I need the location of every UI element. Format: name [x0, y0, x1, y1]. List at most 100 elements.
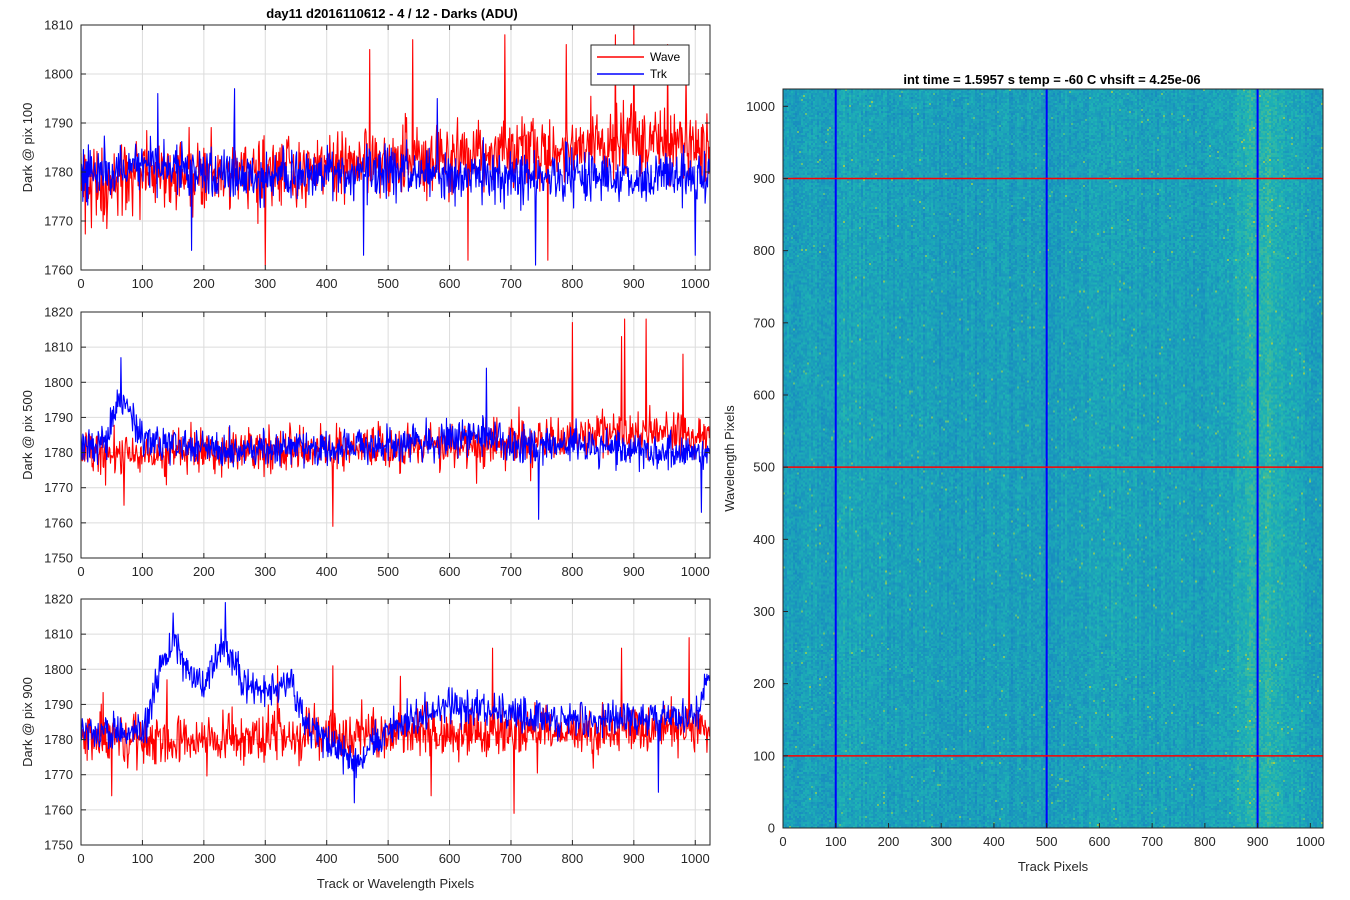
x-tick-label: 800: [562, 851, 584, 866]
x-tick-label: 800: [562, 564, 584, 579]
y-tick-label: 1800: [44, 662, 73, 677]
x-tick-label: 500: [377, 564, 399, 579]
y-tick-label: 1760: [44, 802, 73, 817]
y-tick-label: 400: [753, 532, 775, 547]
x-tick-label: 500: [1036, 834, 1058, 849]
y-tick-label: 1790: [44, 697, 73, 712]
x-tick-label: 0: [779, 834, 786, 849]
x-tick-label: 1000: [1296, 834, 1325, 849]
legend-trk-label: Trk: [650, 67, 668, 81]
x-axis-label: Track Pixels: [1018, 859, 1089, 874]
x-tick-label: 700: [1141, 834, 1163, 849]
y-tick-label: 1810: [44, 18, 73, 33]
x-tick-label: 400: [316, 851, 338, 866]
x-tick-label: 900: [623, 276, 645, 291]
series-line-trk: [80, 601, 710, 804]
x-tick-label: 100: [132, 276, 154, 291]
y-tick-label: 900: [753, 171, 775, 186]
axes-frame: [782, 88, 1324, 829]
x-tick-label: 900: [623, 851, 645, 866]
y-tick-label: 1790: [44, 116, 73, 131]
x-tick-label: 500: [377, 276, 399, 291]
x-tick-label: 300: [254, 276, 276, 291]
y-tick-label: 100: [753, 748, 775, 763]
y-tick-label: 1810: [44, 627, 73, 642]
x-tick-label: 100: [825, 834, 847, 849]
y-axis-label: Dark @ pix 100: [20, 103, 35, 193]
y-tick-label: 300: [753, 604, 775, 619]
x-tick-label: 0: [77, 564, 84, 579]
x-tick-label: 800: [1194, 834, 1216, 849]
right-title: int time = 1.5957 s temp = -60 C vhsift …: [903, 72, 1200, 87]
heatmap-image: [783, 89, 1323, 828]
y-tick-label: 700: [753, 315, 775, 330]
x-tick-label: 700: [500, 851, 522, 866]
x-tick-label: 100: [132, 564, 154, 579]
axes-frame: [80, 598, 711, 846]
x-tick-label: 400: [983, 834, 1005, 849]
y-tick-label: 1820: [44, 592, 73, 607]
y-tick-label: 1760: [44, 263, 73, 278]
legend-wave-label: Wave: [650, 50, 681, 64]
x-tick-label: 400: [316, 564, 338, 579]
x-tick-label: 300: [254, 564, 276, 579]
legend: Wave Trk: [590, 44, 690, 86]
x-axis-label: Track or Wavelength Pixels: [317, 876, 475, 891]
x-tick-label: 0: [77, 276, 84, 291]
y-tick-label: 1780: [44, 165, 73, 180]
left-title: day11 d2016110612 - 4 / 12 - Darks (ADU): [266, 6, 517, 21]
x-tick-label: 300: [254, 851, 276, 866]
y-tick-label: 1770: [44, 767, 73, 782]
x-tick-label: 500: [377, 851, 399, 866]
y-axis-label: Wavelength Pixels: [722, 405, 737, 512]
dark-frame-heatmap: 0 100 200 300 400 500 600 700 800 900 1000 0 100 200 3…: [722, 88, 1325, 874]
plot-dark-pix-900: 0 100 200 300 400 500 600 700 800 900 1000 1750 1760…: [20, 592, 711, 891]
y-tick-label: 1800: [44, 67, 73, 82]
y-tick-label: 1750: [44, 838, 73, 853]
x-tick-label: 200: [193, 564, 215, 579]
y-tick-label: 1820: [44, 305, 73, 320]
x-tick-label: 200: [193, 276, 215, 291]
y-tick-label: 600: [753, 387, 775, 402]
y-axis-label: Dark @ pix 500: [20, 390, 35, 480]
x-tick-label: 400: [316, 276, 338, 291]
x-tick-label: 1000: [681, 564, 710, 579]
x-tick-label: 900: [623, 564, 645, 579]
y-tick-label: 0: [768, 821, 775, 836]
x-tick-label: 600: [439, 851, 461, 866]
y-tick-label: 1790: [44, 410, 73, 425]
x-tick-label: 900: [1247, 834, 1269, 849]
x-tick-label: 600: [439, 564, 461, 579]
series-line-wave: [80, 637, 710, 814]
y-tick-label: 800: [753, 243, 775, 258]
series-line-trk: [80, 88, 710, 266]
x-tick-label: 600: [439, 276, 461, 291]
x-tick-label: 1000: [681, 276, 710, 291]
y-tick-label: 1770: [44, 480, 73, 495]
y-tick-label: 1000: [746, 99, 775, 114]
legend-box: [590, 44, 690, 86]
x-tick-label: 700: [500, 276, 522, 291]
x-tick-label: 100: [132, 851, 154, 866]
y-tick-label: 1780: [44, 445, 73, 460]
x-tick-label: 0: [77, 851, 84, 866]
x-tick-label: 1000: [681, 851, 710, 866]
y-axis-label: Dark @ pix 900: [20, 677, 35, 767]
y-tick-label: 1770: [44, 214, 73, 229]
axes-frame: [80, 311, 711, 559]
y-tick-label: 500: [753, 460, 775, 475]
series-line-trk: [80, 357, 710, 520]
y-tick-label: 200: [753, 676, 775, 691]
y-tick-label: 1810: [44, 340, 73, 355]
y-tick-label: 1760: [44, 515, 73, 530]
y-tick-label: 1800: [44, 375, 73, 390]
x-tick-label: 600: [1089, 834, 1111, 849]
x-tick-label: 800: [562, 276, 584, 291]
x-tick-label: 200: [878, 834, 900, 849]
axes-frame: [80, 24, 711, 271]
x-tick-label: 200: [193, 851, 215, 866]
plot-dark-pix-500: 0 100 200 300 400 500 600 700 800 900 1000 1750 1760…: [20, 305, 711, 579]
x-tick-label: 700: [500, 564, 522, 579]
x-tick-label: 300: [930, 834, 952, 849]
